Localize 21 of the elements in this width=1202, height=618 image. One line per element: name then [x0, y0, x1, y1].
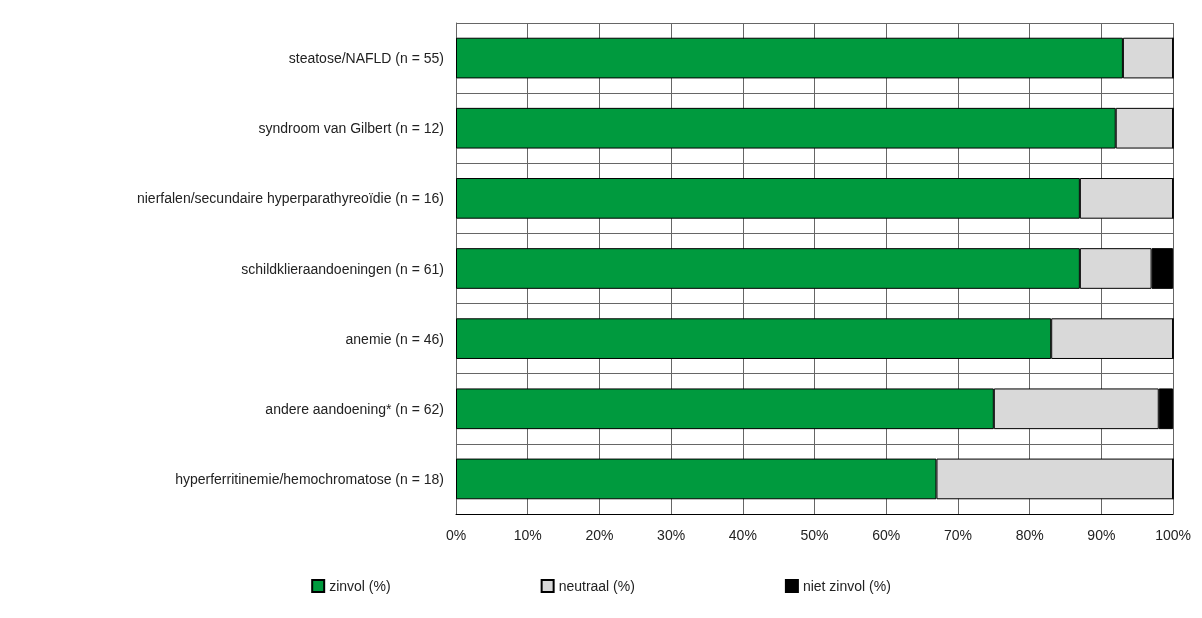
- y-tick-label: steatose/NAFLD (n = 55): [288, 50, 444, 67]
- x-tick-label: 10%: [513, 527, 542, 543]
- y-tick-label: hyperferritinemie/hemochromatose (n = 18): [175, 470, 444, 487]
- x-tick-label: 60%: [872, 527, 901, 543]
- x-tick-label: 30%: [657, 527, 686, 543]
- x-tick-label: 40%: [728, 527, 757, 543]
- legend-label: zinvol (%): [329, 578, 391, 594]
- x-tick-label: 100%: [1155, 527, 1191, 543]
- x-tick-label: 80%: [1015, 527, 1044, 543]
- x-tick-label: 0%: [445, 527, 467, 543]
- x-tick-label: 70%: [943, 527, 972, 543]
- y-tick-label: andere aandoening* (n = 62): [265, 400, 444, 417]
- legend-label: neutraal (%): [558, 578, 635, 594]
- x-tick-label: 90%: [1087, 527, 1116, 543]
- y-tick-label: nierfalen/secundaire hyperparathyreoïdie (n = 16): [136, 190, 444, 207]
- y-tick-label: anemie (n = 46): [345, 330, 444, 347]
- y-tick-label: schildklieraandoeningen (n = 61): [241, 260, 444, 277]
- legend-label: niet zinvol (%): [802, 578, 891, 594]
- x-tick-label: 20%: [585, 527, 614, 543]
- x-tick-label: 50%: [800, 527, 829, 543]
- y-tick-label: syndroom van Gilbert (n = 12): [258, 120, 444, 137]
